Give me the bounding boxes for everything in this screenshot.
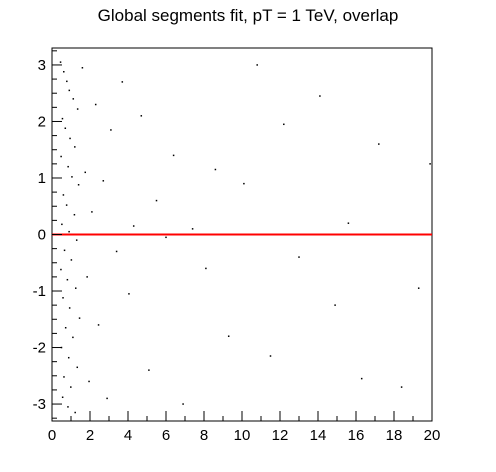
y-tick-label: 3 <box>38 57 46 74</box>
data-point <box>110 129 112 131</box>
data-point <box>256 64 258 66</box>
data-point <box>63 249 66 252</box>
data-point <box>155 199 158 202</box>
data-point <box>86 276 88 278</box>
data-point <box>378 143 380 145</box>
data-point <box>59 61 62 63</box>
data-point <box>77 184 80 186</box>
data-point <box>70 259 73 261</box>
data-point <box>75 287 77 289</box>
data-point <box>62 297 64 299</box>
chart-title: Global segments fit, pT = 1 TeV, overlap <box>97 6 399 25</box>
x-tick-label: 0 <box>48 427 56 444</box>
data-point <box>72 98 75 100</box>
x-tick-label: 8 <box>200 427 208 444</box>
data-point <box>88 380 90 383</box>
data-point <box>76 366 79 369</box>
data-point <box>227 335 230 337</box>
data-point <box>172 154 175 157</box>
data-point <box>67 165 69 168</box>
y-tick-label: -2 <box>33 340 46 357</box>
data-point <box>91 211 93 213</box>
data-point <box>417 287 420 289</box>
data-point <box>67 406 69 408</box>
data-point <box>72 336 74 339</box>
data-point <box>191 228 194 230</box>
x-tick-label: 10 <box>234 427 251 444</box>
data-point <box>61 223 63 226</box>
data-point <box>60 268 62 271</box>
data-point <box>74 146 76 148</box>
x-tick-label: 2 <box>86 427 94 444</box>
data-point <box>319 95 321 97</box>
data-point <box>75 239 78 241</box>
x-tick-label: 14 <box>310 427 327 444</box>
y-tick-label: -3 <box>33 396 46 413</box>
data-point <box>429 163 431 165</box>
data-point <box>400 386 403 388</box>
data-point <box>106 397 108 400</box>
y-tick-label: 0 <box>38 227 46 244</box>
data-point <box>61 396 64 399</box>
data-point <box>68 89 71 92</box>
data-point <box>243 182 245 185</box>
data-point <box>298 256 300 258</box>
x-tick-label: 16 <box>348 427 365 444</box>
data-point <box>73 213 76 216</box>
data-point <box>61 117 64 120</box>
y-tick-label: -1 <box>33 283 46 300</box>
data-point <box>74 411 76 414</box>
data-point <box>97 324 100 326</box>
x-axis: 0 2 4 6 8 10 12 14 16 18 20 <box>48 411 441 444</box>
y-tick-label: 1 <box>38 170 46 187</box>
data-point <box>214 168 217 171</box>
data-point <box>62 194 65 196</box>
data-point <box>66 278 69 281</box>
data-point <box>334 304 336 306</box>
x-tick-label: 12 <box>272 427 289 444</box>
data-point <box>102 180 105 182</box>
data-point <box>67 356 70 359</box>
data-point <box>71 176 73 178</box>
data-point <box>84 171 86 174</box>
data-point <box>69 137 71 140</box>
data-point <box>347 222 350 224</box>
data-point <box>360 377 363 380</box>
data-points <box>59 61 431 414</box>
data-point <box>115 250 118 253</box>
data-point <box>64 127 67 129</box>
data-point <box>182 403 184 405</box>
x-tick-label: 6 <box>162 427 170 444</box>
x-tick-label: 4 <box>124 427 132 444</box>
data-point <box>205 267 207 270</box>
data-point <box>128 293 130 295</box>
data-point <box>60 155 62 158</box>
data-point <box>63 70 65 73</box>
data-point <box>121 81 124 83</box>
x-tick-label: 18 <box>386 427 403 444</box>
data-point <box>140 115 143 117</box>
data-point <box>76 108 79 110</box>
data-point <box>283 123 285 126</box>
data-point <box>165 236 167 239</box>
data-point <box>148 369 150 371</box>
data-point <box>64 327 67 329</box>
data-point <box>66 80 68 83</box>
data-point <box>68 230 70 233</box>
data-point <box>81 67 84 69</box>
data-point <box>94 103 97 106</box>
data-point <box>65 204 68 206</box>
data-point <box>132 225 135 227</box>
y-axis: -3 -2 -1 0 1 2 3 <box>33 50 62 419</box>
x-tick-label: 20 <box>424 427 441 444</box>
y-tick-label: 2 <box>38 113 46 130</box>
data-point <box>70 386 72 388</box>
data-point <box>78 317 81 319</box>
data-point <box>68 307 71 309</box>
data-point <box>63 376 65 378</box>
data-point <box>269 355 272 357</box>
